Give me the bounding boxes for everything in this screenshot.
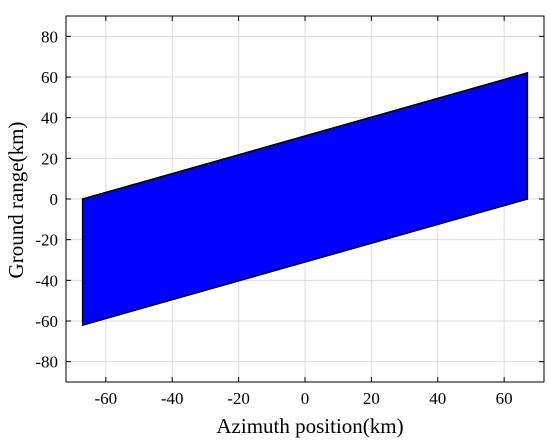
y-tick-label: -40 (35, 271, 58, 290)
ticks (66, 16, 544, 382)
y-tick-label: 0 (50, 190, 59, 209)
x-tick-label: 40 (429, 389, 446, 408)
y-tick-label: -60 (35, 312, 58, 331)
y-tick-label: -20 (35, 231, 58, 250)
tick-labels: -60 -40 -20 0 20 40 60 -80 -60 -40 -20 0 20 40 60 80 (35, 27, 512, 408)
y-tick-label: 40 (41, 109, 58, 128)
y-tick-label: 20 (41, 149, 58, 168)
x-axis-title: Azimuth position(km) (216, 414, 403, 438)
y-tick-label: -80 (35, 353, 58, 372)
coverage-area-polygon (81, 71, 529, 327)
data-layer (81, 71, 529, 327)
x-tick-label: 20 (363, 389, 380, 408)
y-axis-title: Ground range(km) (4, 122, 28, 279)
y-tick-label: 60 (41, 68, 58, 87)
x-tick-label: -40 (161, 389, 184, 408)
y-tick-label: 80 (41, 27, 58, 46)
x-tick-label: 0 (301, 389, 310, 408)
x-tick-label: 60 (496, 389, 513, 408)
x-tick-label: -60 (94, 389, 117, 408)
x-tick-label: -20 (227, 389, 250, 408)
